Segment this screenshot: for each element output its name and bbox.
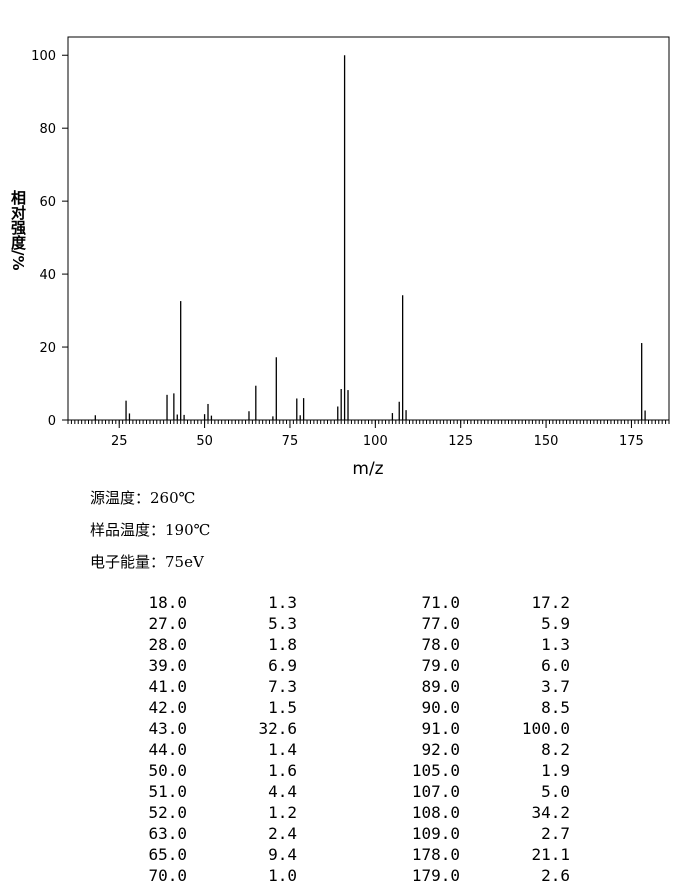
table-cell: 91.0 [421, 719, 460, 738]
y-tick-label: 100 [31, 49, 56, 64]
table-cell: 179.0 [412, 866, 460, 885]
table-cell: 100.0 [522, 719, 570, 738]
table-cell: 6.0 [541, 656, 570, 675]
y-axis-label: 相对强度/% [9, 189, 27, 270]
table-cell: 7.3 [268, 677, 297, 696]
y-tick-label: 40 [39, 268, 56, 283]
x-tick-label: 125 [448, 434, 473, 449]
table-cell: 1.3 [268, 593, 297, 612]
y-tick-label: 80 [39, 122, 56, 137]
table-cell: 5.0 [541, 782, 570, 801]
table-cell: 105.0 [412, 761, 460, 780]
table-cell: 5.9 [541, 614, 570, 633]
table-cell: 2.6 [541, 866, 570, 885]
table-cell: 9.4 [268, 845, 297, 864]
condition: 源温度：260℃ [90, 489, 195, 507]
table-cell: 32.6 [258, 719, 297, 738]
table-cell: 4.4 [268, 782, 297, 801]
table-cell: 178.0 [412, 845, 460, 864]
table-cell: 3.7 [541, 677, 570, 696]
table-cell: 21.1 [531, 845, 570, 864]
table-cell: 1.2 [268, 803, 297, 822]
table-cell: 77.0 [421, 614, 460, 633]
y-tick-label: 20 [39, 341, 56, 356]
table-cell: 6.9 [268, 656, 297, 675]
table-cell: 1.9 [541, 761, 570, 780]
table-cell: 44.0 [148, 740, 187, 759]
table-cell: 1.0 [268, 866, 297, 885]
table-cell: 5.3 [268, 614, 297, 633]
table-cell: 17.2 [531, 593, 570, 612]
x-tick-label: 75 [282, 434, 299, 449]
table-cell: 71.0 [421, 593, 460, 612]
table-cell: 52.0 [148, 803, 187, 822]
table-cell: 63.0 [148, 824, 187, 843]
table-cell: 65.0 [148, 845, 187, 864]
table-cell: 2.4 [268, 824, 297, 843]
condition: 电子能量：75eV [90, 553, 205, 571]
y-tick-label: 0 [48, 414, 56, 429]
x-tick-label: 25 [111, 434, 128, 449]
x-tick-label: 175 [619, 434, 644, 449]
table-cell: 41.0 [148, 677, 187, 696]
table-cell: 2.7 [541, 824, 570, 843]
table-cell: 42.0 [148, 698, 187, 717]
table-cell: 43.0 [148, 719, 187, 738]
x-axis-label: m/z [352, 459, 383, 479]
table-cell: 1.5 [268, 698, 297, 717]
table-cell: 109.0 [412, 824, 460, 843]
table-cell: 1.4 [268, 740, 297, 759]
table-cell: 92.0 [421, 740, 460, 759]
table-cell: 51.0 [148, 782, 187, 801]
table-cell: 108.0 [412, 803, 460, 822]
condition: 样品温度：190℃ [90, 521, 210, 539]
x-tick-label: 100 [363, 434, 388, 449]
table-cell: 70.0 [148, 866, 187, 885]
table-cell: 107.0 [412, 782, 460, 801]
table-cell: 78.0 [421, 635, 460, 654]
x-tick-label: 150 [534, 434, 559, 449]
table-cell: 1.6 [268, 761, 297, 780]
table-cell: 27.0 [148, 614, 187, 633]
table-cell: 18.0 [148, 593, 187, 612]
table-cell: 89.0 [421, 677, 460, 696]
table-cell: 39.0 [148, 656, 187, 675]
table-cell: 90.0 [421, 698, 460, 717]
x-tick-label: 50 [196, 434, 213, 449]
table-cell: 34.2 [531, 803, 570, 822]
plot-frame [67, 36, 670, 421]
table-cell: 1.8 [268, 635, 297, 654]
table-cell: 50.0 [148, 761, 187, 780]
y-tick-label: 60 [39, 195, 56, 210]
table-cell: 8.5 [541, 698, 570, 717]
table-cell: 1.3 [541, 635, 570, 654]
table-cell: 79.0 [421, 656, 460, 675]
table-cell: 8.2 [541, 740, 570, 759]
table-cell: 28.0 [148, 635, 187, 654]
